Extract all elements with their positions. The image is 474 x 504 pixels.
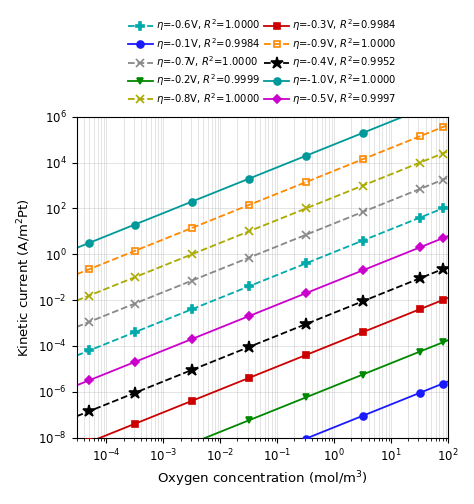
Y-axis label: Kinetic current (A/m$^2$Pt): Kinetic current (A/m$^2$Pt)	[15, 198, 33, 357]
X-axis label: Oxygen concentration (mol/m$^3$): Oxygen concentration (mol/m$^3$)	[157, 469, 368, 489]
Legend: $\eta$=-0.6V, $R^2$=1.0000, $\eta$=-0.1V, $R^2$=0.9984, $\eta$=-0.7V, $R^2$=1.00: $\eta$=-0.6V, $R^2$=1.0000, $\eta$=-0.1V…	[126, 16, 399, 109]
